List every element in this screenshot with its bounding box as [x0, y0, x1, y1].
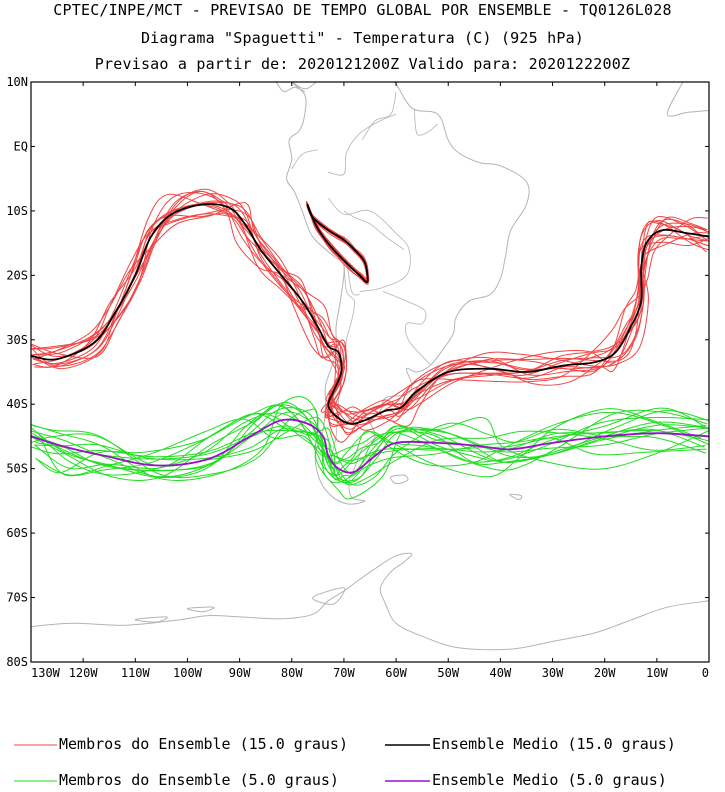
legend-label-member-5: Membros do Ensemble (5.0 graus) [59, 771, 339, 789]
member-5-isotherm [31, 404, 709, 481]
lat-tick-label: 50S [6, 462, 28, 476]
member-5-isotherm [31, 396, 709, 500]
mean-15-isotherm [31, 203, 709, 425]
member-15-isotherm [31, 191, 708, 424]
member-15-andes-isotherm [306, 204, 368, 282]
member-15-andes-isotherm [306, 202, 369, 282]
lon-tick-label: 40W [490, 666, 512, 680]
member-15-isotherm [32, 193, 709, 422]
member-5-isotherm [31, 428, 705, 462]
member-15-isotherm [34, 209, 709, 436]
member-15-isotherm [31, 190, 707, 427]
member-15-isotherm [33, 201, 709, 430]
member-5-isotherm [40, 404, 708, 477]
member-15-isotherm [32, 213, 709, 434]
coastline-layer [31, 82, 709, 651]
member-15-isotherm [34, 212, 709, 431]
member-5-isotherm [36, 411, 709, 476]
member-15-isotherm [31, 200, 707, 426]
map-frame [30, 81, 710, 663]
border-line [343, 210, 405, 250]
member-5-isotherm [35, 425, 709, 464]
border-line [346, 259, 360, 296]
chart-title-line-1: CPTEC/INPE/MCT - PREVISAO DE TEMPO GLOBA… [53, 1, 672, 19]
member-15-andes-isotherm [306, 203, 370, 283]
legend-label-mean-15: Ensemble Medio (15.0 graus) [432, 735, 676, 753]
member-15-isotherm [31, 192, 709, 417]
lat-tick-label: 70S [6, 591, 28, 605]
member-15-isotherm [34, 202, 708, 443]
mean-15-andes-isotherm [306, 203, 369, 284]
member-5-isotherm [31, 416, 706, 486]
chart-title-line-3: Previsao a partir de: 2020121200Z Valido… [94, 55, 631, 73]
member-15-andes-isotherm [307, 204, 369, 284]
member-15-andes-isotherm [307, 205, 369, 285]
member-5-isotherm [35, 408, 702, 478]
lon-tick-label: 20W [594, 666, 616, 680]
lat-tick-label: 80S [6, 655, 28, 669]
border-line [361, 91, 397, 141]
lat-tick-label: EQ [14, 139, 28, 153]
lon-tick-label: 130W [31, 666, 61, 680]
border-line [327, 197, 411, 292]
lon-tick-label: 120W [69, 666, 99, 680]
lon-tick-label: 100W [173, 666, 203, 680]
border-line [328, 113, 397, 176]
antarctica-coast [31, 552, 709, 651]
member-15-isotherm [32, 204, 709, 426]
legend-label-member-15: Membros do Ensemble (15.0 graus) [59, 735, 348, 753]
lon-tick-label: 10W [646, 666, 668, 680]
mean-5-isotherm [31, 418, 709, 474]
lat-tick-label: 60S [6, 526, 28, 540]
legend-label-mean-5: Ensemble Medio (5.0 graus) [432, 771, 667, 789]
lat-tick-label: 30S [6, 333, 28, 347]
lon-tick-label: 110W [121, 666, 151, 680]
lat-tick-label: 20S [6, 268, 28, 282]
member-15-isotherm [32, 193, 708, 427]
border-line [382, 291, 431, 365]
lon-tick-label: 60W [385, 666, 407, 680]
lon-tick-label: 50W [437, 666, 459, 680]
chart-title-line-2: Diagrama "Spaguetti" - Temperatura (C) (… [140, 29, 585, 47]
member-15-isotherm [31, 203, 709, 421]
lon-tick-label: 30W [542, 666, 564, 680]
lon-tick-label: 70W [333, 666, 355, 680]
lat-tick-label: 10S [6, 204, 28, 218]
border-line [413, 109, 439, 136]
lat-tick-label: 10N [6, 75, 28, 89]
lon-tick-label: 0 [702, 666, 709, 680]
lat-tick-label: 40S [6, 397, 28, 411]
isotherm-layer [31, 188, 709, 500]
border-line [291, 149, 318, 170]
lon-tick-label: 80W [281, 666, 303, 680]
lon-tick-label: 90W [229, 666, 251, 680]
